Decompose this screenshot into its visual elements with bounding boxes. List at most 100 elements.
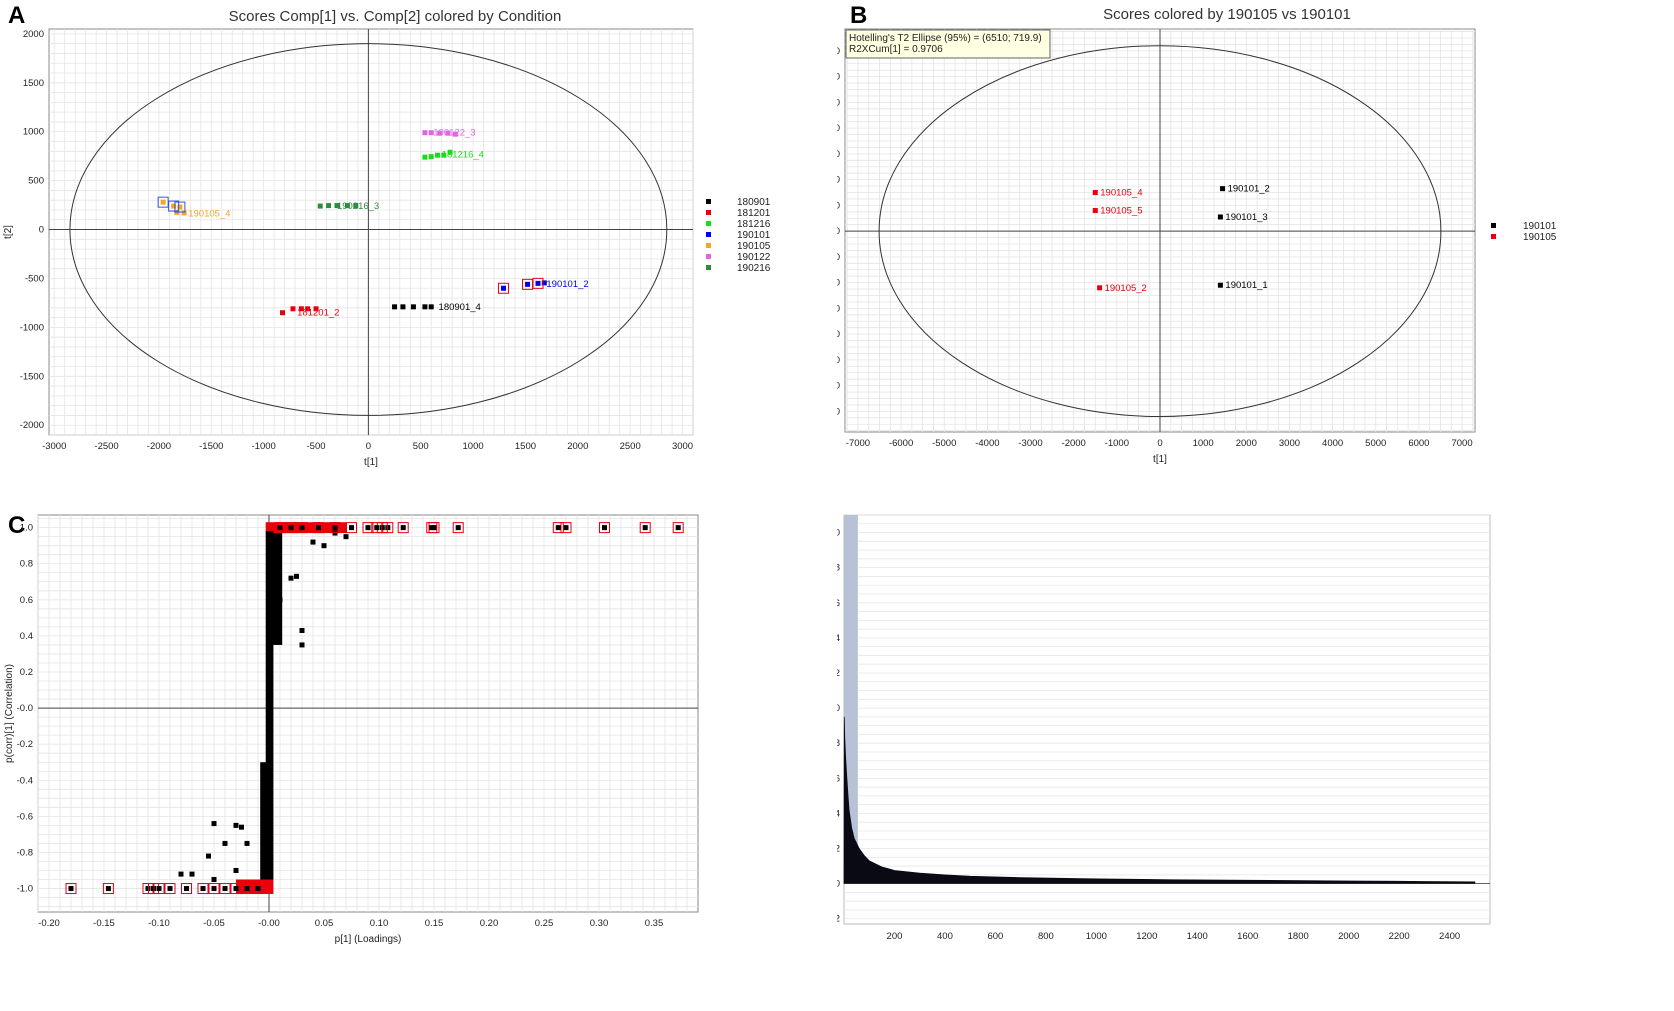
- highlighted-point-top: [455, 525, 461, 531]
- highlight-box-bottom: [164, 883, 176, 895]
- point-190216: [344, 203, 350, 209]
- x-tick-label: -5000: [932, 438, 956, 449]
- scatter-point: [189, 871, 195, 877]
- x-tick-label: 0.05: [315, 918, 334, 929]
- x-tick-label: -4000: [975, 438, 999, 449]
- point-190101: [1217, 214, 1223, 220]
- x-tick-label: 2400: [1439, 931, 1460, 942]
- panel-letter-b: B: [850, 2, 868, 29]
- highlight-box-top: [285, 522, 297, 534]
- chart-c-y-axis-label: p(corr)[1] (Correlation): [4, 664, 15, 763]
- y-tick-label: 500: [837, 97, 840, 108]
- point-181216: [428, 154, 434, 160]
- x-tick-label: 4000: [1322, 438, 1343, 449]
- highlight-box-bottom: [241, 883, 253, 895]
- point-190122: [445, 130, 451, 136]
- legend-label-190105: 190105: [737, 241, 771, 252]
- point-190101: [1220, 186, 1226, 192]
- point-190122: [437, 130, 443, 136]
- scatter-point: [239, 824, 244, 830]
- point-190216: [334, 203, 340, 209]
- x-tick-label: 1400: [1187, 931, 1208, 942]
- x-tick-label: -3000: [42, 441, 66, 452]
- x-tick-label: 1000: [463, 441, 484, 452]
- point-180901: [422, 304, 428, 310]
- panel-letter-a: A: [8, 2, 26, 29]
- y-tick-label: -600: [837, 381, 840, 392]
- x-tick-label: 0.10: [370, 918, 389, 929]
- x-tick-label: -1000: [252, 441, 276, 452]
- scatter-point: [211, 877, 217, 883]
- x-tick-label: 0.35: [645, 918, 664, 929]
- y-tick-label: 16: [837, 598, 840, 609]
- highlighted-point-top: [365, 525, 371, 531]
- dense-column-lower: [260, 762, 269, 880]
- y-tick-label: 0.6: [20, 595, 33, 606]
- y-tick-label: 14: [837, 633, 840, 644]
- y-tick-label: 2: [837, 844, 840, 855]
- point-190122: [422, 130, 428, 136]
- highlight-box-top: [274, 522, 286, 534]
- point-190105: [181, 210, 187, 216]
- highlight-box-top: [329, 522, 341, 534]
- point-label: 190105_4: [1100, 188, 1142, 199]
- highlighted-point-top: [288, 525, 294, 531]
- point-label: 190105_2: [1105, 283, 1147, 294]
- y-tick-label: -1000: [20, 322, 44, 333]
- highlight-box-top: [296, 522, 308, 534]
- legend-swatch-180901: [706, 199, 711, 204]
- scatter-point: [206, 853, 211, 859]
- point-label: 190101_3: [1225, 212, 1267, 223]
- highlight-box-bottom: [102, 883, 114, 895]
- y-tick-label: -0.8: [17, 847, 33, 858]
- x-tick-label: 1600: [1237, 931, 1258, 942]
- scatter-point: [211, 821, 217, 827]
- scatter-point: [288, 575, 294, 581]
- x-tick-label: 1800: [1288, 931, 1309, 942]
- highlight-box: [174, 201, 186, 213]
- highlight-box-bottom: [153, 883, 165, 895]
- highlighted-point-bottom: [167, 886, 173, 892]
- y-tick-label: 0.2: [20, 667, 33, 678]
- legend-swatch-190101: [1491, 223, 1496, 228]
- scatter-point: [222, 840, 228, 846]
- chart-a-title: Scores Comp[1] vs. Comp[2] colored by Co…: [229, 8, 562, 25]
- x-tick-label: 0: [1157, 438, 1162, 449]
- y-tick-label: 12: [837, 668, 840, 679]
- x-tick-label: 2200: [1389, 931, 1410, 942]
- chart-d-plot-area: [843, 514, 1491, 925]
- scatter-point: [277, 597, 283, 603]
- hotelling-ellipse: [69, 43, 668, 416]
- scatter-point: [299, 627, 305, 633]
- scatter-point: [299, 642, 305, 648]
- y-tick-label: -700: [837, 406, 840, 417]
- info-box-line: Hotelling's T2 Ellipse (95%) = (6510; 71…: [849, 33, 1042, 44]
- dense-band-top: [265, 522, 346, 534]
- point-190105: [171, 203, 177, 209]
- point-label-181201: 181201_2: [297, 308, 339, 319]
- point-181216: [434, 152, 440, 158]
- y-tick-label: -300: [837, 303, 840, 314]
- y-tick-label: 300: [837, 149, 840, 160]
- highlight-box: [532, 277, 544, 289]
- y-tick-label: 20: [837, 528, 840, 539]
- highlight-box-top: [313, 522, 324, 534]
- hotelling-ellipse: [878, 45, 1442, 418]
- x-tick-label: -0.10: [148, 918, 170, 929]
- highlight-box-top: [346, 522, 357, 534]
- point-181201: [313, 306, 319, 312]
- point-190122: [428, 130, 434, 136]
- x-tick-label: 5000: [1365, 438, 1386, 449]
- point-181201: [298, 306, 304, 312]
- y-tick-label: 6: [837, 773, 840, 784]
- highlighted-point-top: [563, 525, 569, 531]
- x-tick-label: 6000: [1408, 438, 1429, 449]
- y-tick-label: -0.4: [17, 775, 33, 786]
- scatter-point: [178, 871, 184, 877]
- x-tick-label: -3000: [1018, 438, 1042, 449]
- point-190105: [1092, 208, 1098, 214]
- highlighted-point-bottom: [211, 886, 217, 892]
- highlighted-point-bottom: [244, 886, 250, 892]
- x-tick-label: 1500: [515, 441, 536, 452]
- highlight-box-bottom: [65, 883, 77, 895]
